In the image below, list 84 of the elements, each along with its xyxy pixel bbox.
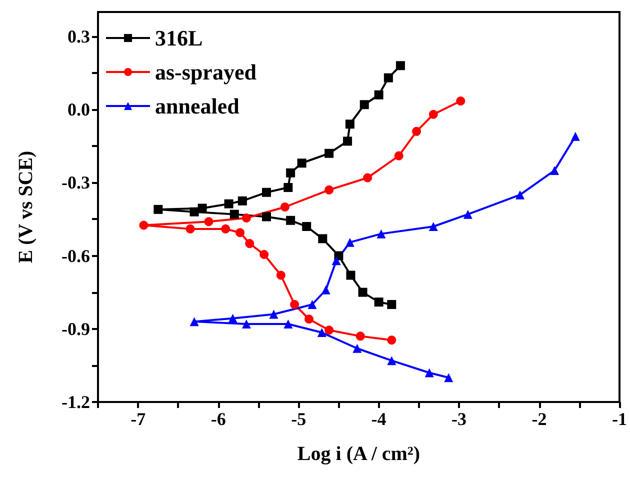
point	[343, 136, 352, 146]
x-tick-label: -2	[532, 409, 547, 429]
point	[238, 196, 247, 206]
point	[428, 222, 438, 231]
y-tick-label: -0.9	[62, 318, 90, 339]
point	[346, 270, 356, 280]
point	[456, 96, 466, 106]
point	[345, 120, 354, 129]
x-tick-label: -3	[452, 409, 467, 429]
point	[516, 190, 525, 200]
point	[286, 168, 296, 178]
point	[324, 148, 334, 158]
point	[317, 328, 326, 338]
point	[280, 202, 290, 212]
point	[332, 256, 341, 266]
y-axis-title: E (V vs SCE)	[15, 150, 37, 264]
y-tick-label: -1.2	[62, 392, 90, 412]
point	[363, 173, 372, 182]
point	[345, 238, 354, 247]
point	[387, 300, 396, 309]
x-tick-label: -6	[210, 409, 226, 429]
y-tick-label: -0.6	[62, 246, 90, 266]
y-tick-label: -0.3	[62, 172, 90, 193]
y-tick-label: 0.3	[68, 26, 90, 46]
point	[186, 224, 195, 234]
point	[394, 151, 404, 160]
point	[302, 222, 312, 231]
point	[550, 166, 560, 175]
point	[269, 310, 278, 319]
point	[228, 314, 238, 323]
point	[374, 298, 384, 307]
point	[412, 126, 422, 136]
point	[190, 207, 199, 216]
point	[396, 61, 405, 70]
point	[154, 204, 163, 214]
point	[286, 216, 296, 225]
point	[376, 229, 386, 238]
x-tick-label: -7	[130, 409, 146, 429]
point	[204, 217, 214, 226]
point	[224, 199, 234, 208]
point	[324, 326, 334, 335]
legend-label: annealed	[155, 94, 240, 118]
point	[321, 285, 330, 294]
point	[284, 320, 293, 328]
point	[242, 320, 251, 328]
x-tick-label: -4	[371, 409, 386, 429]
point	[304, 314, 314, 324]
point	[352, 344, 362, 353]
point	[230, 210, 239, 219]
point	[245, 239, 254, 248]
point	[444, 373, 454, 382]
legend-label: 316L	[155, 26, 203, 50]
point	[387, 356, 396, 366]
point	[260, 250, 269, 260]
point	[262, 212, 271, 222]
point	[374, 90, 384, 100]
point	[360, 100, 369, 110]
point	[139, 220, 148, 230]
y-tick-label: 0.0	[68, 100, 90, 120]
point	[297, 158, 306, 168]
point	[290, 300, 300, 309]
x-tick-label: -1	[612, 409, 628, 429]
point	[242, 213, 251, 222]
point	[221, 224, 230, 234]
point	[387, 336, 396, 345]
point	[262, 188, 271, 197]
point	[276, 270, 286, 280]
point	[318, 234, 328, 244]
point	[463, 210, 472, 219]
point	[284, 183, 293, 192]
point	[358, 288, 368, 297]
x-axis-title: Log i (A / cm²)	[297, 443, 420, 465]
point	[424, 368, 434, 378]
point	[198, 204, 207, 213]
point	[236, 228, 245, 238]
point	[308, 300, 317, 309]
point	[190, 317, 199, 326]
point	[356, 332, 365, 341]
point	[384, 73, 393, 82]
legend-label: as-sprayed	[155, 60, 256, 84]
point	[570, 132, 580, 141]
x-tick-label: -5	[291, 409, 306, 429]
point	[324, 185, 334, 194]
point	[428, 110, 438, 119]
